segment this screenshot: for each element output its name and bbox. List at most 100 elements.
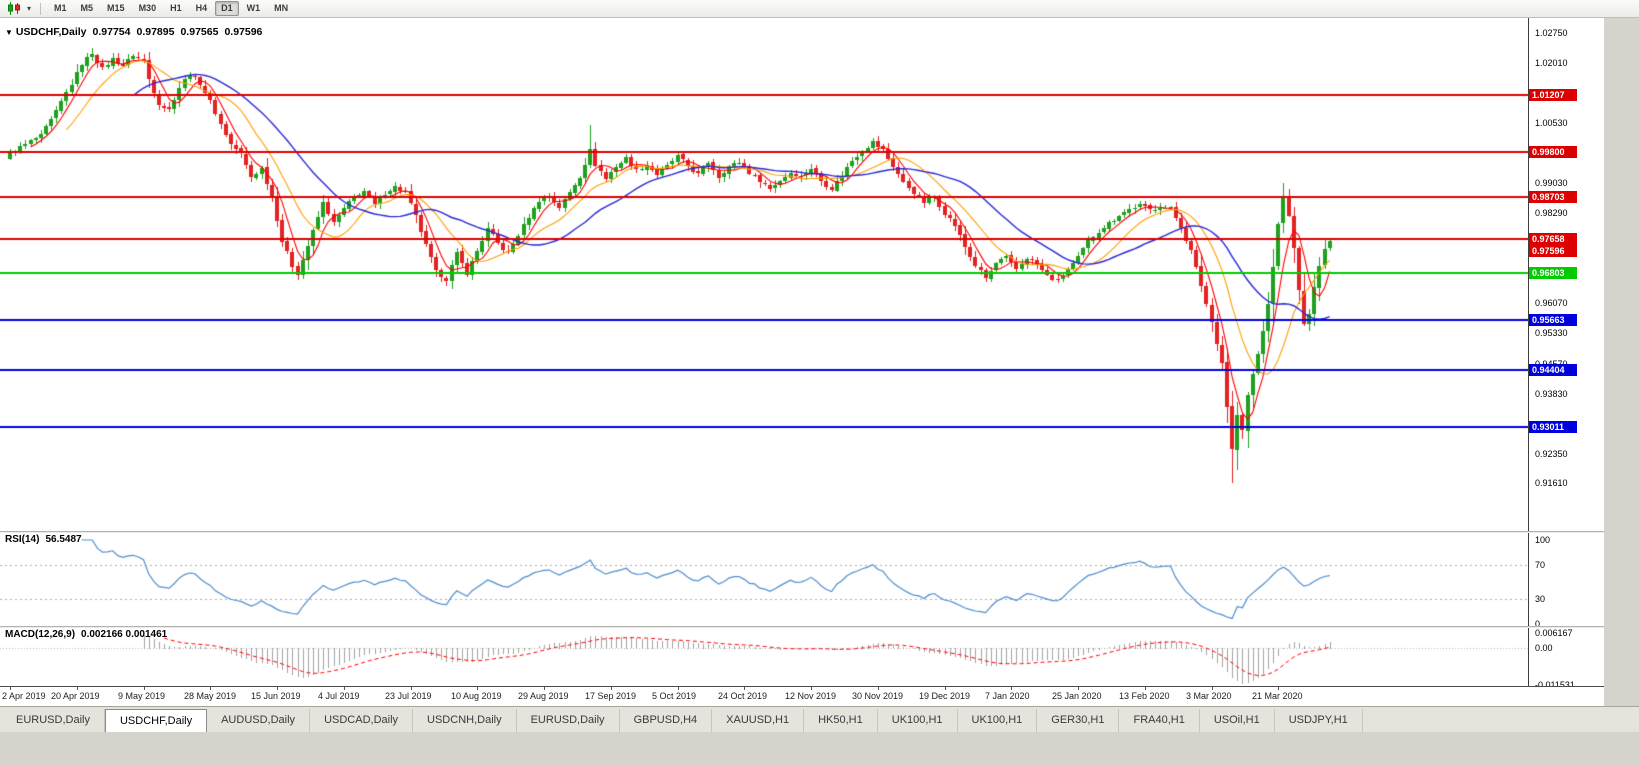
time-axis-tick	[477, 687, 478, 690]
date-axis-label: 24 Oct 2019	[718, 691, 768, 701]
chart-dropdown-icon[interactable]: ▼	[5, 28, 13, 37]
chart-symbol-label: USDCHF,Daily	[15, 26, 87, 38]
toolbar-separator	[40, 2, 42, 15]
high-value: 0.97895	[136, 26, 175, 38]
date-axis-label: 9 May 2019	[118, 691, 166, 701]
time-axis-tick	[77, 687, 78, 690]
time-axis-tick	[1278, 687, 1279, 690]
rsi-value: 56.5487	[45, 534, 82, 545]
open-value: 0.97754	[92, 26, 131, 38]
timeframe-button-h4[interactable]: H4	[195, 3, 208, 13]
rsi-pane-header: RSI(14) 56.5487	[5, 534, 82, 545]
window-right-margin	[1604, 18, 1639, 706]
macd-pane-header: MACD(12,26,9) 0.002166 0.001461	[5, 629, 167, 640]
macd-values: 0.002166 0.001461	[81, 629, 168, 640]
price-axis[interactable]: 1.02750 1.02010 1.00530 0.99030 0.98290 0.960…	[1528, 18, 1604, 706]
time-axis-tick	[945, 687, 946, 690]
timeframe-button-m15[interactable]: M15	[107, 3, 125, 13]
date-axis-label: 28 May 2019	[184, 691, 237, 701]
chart-toolbar: ▾ M1 M5 M15 M30 H1 H4 D1 W1 MN	[0, 0, 1639, 18]
macd-pane-splitter[interactable]	[0, 626, 1604, 628]
chart-tab-gbpusd-h4[interactable]: GBPUSD,H4	[620, 709, 713, 732]
price-axis-tick: 0.99030	[1535, 178, 1568, 188]
timeframe-button-h1[interactable]: H1	[170, 3, 182, 13]
chart-tab-eurusd-daily[interactable]: EURUSD,Daily	[517, 709, 620, 732]
date-axis-label: 20 Apr 2019	[51, 691, 100, 701]
date-axis-label: 10 Aug 2019	[451, 691, 502, 701]
chart-window: ▼ USDCHF,Daily 0.97754 0.97895 0.97565 0.9759…	[0, 18, 1604, 706]
price-axis-tick: 0.95330	[1535, 328, 1568, 338]
macd-axis-tick-zero: 0.00	[1535, 643, 1553, 653]
time-axis-tick	[277, 687, 278, 690]
timeframe-button-mn[interactable]: MN	[274, 3, 289, 13]
close-value: 0.97596	[224, 26, 263, 38]
date-axis-label: 12 Nov 2019	[785, 691, 837, 701]
macd-title: MACD(12,26,9)	[5, 629, 76, 640]
time-axis-tick	[744, 687, 745, 690]
time-axis-tick	[878, 687, 879, 690]
level-price-label: 0.94404	[1529, 364, 1577, 376]
date-axis-label: 17 Sep 2019	[585, 691, 637, 701]
time-axis-tick	[10, 687, 11, 690]
timeframe-button-d1[interactable]: D1	[215, 1, 239, 16]
timeframe-button-group: M1 M5 M15 M30 H1 H4 D1 W1 MN	[48, 1, 294, 16]
rsi-axis-tick: 70	[1535, 560, 1546, 570]
time-axis-tick	[210, 687, 211, 690]
price-chart-canvas[interactable]	[0, 18, 1528, 706]
rsi-pane-splitter[interactable]	[0, 531, 1604, 533]
level-price-label: 1.01207	[1529, 89, 1577, 101]
macd-axis-tick-max: 0.006167	[1535, 628, 1573, 638]
time-axis-tick	[1011, 687, 1012, 690]
timeframe-button-w1[interactable]: W1	[246, 3, 261, 13]
level-price-label: 0.98703	[1529, 191, 1577, 203]
level-price-label: 0.95663	[1529, 314, 1577, 326]
date-axis-label: 23 Jul 2019	[385, 691, 432, 701]
price-axis-tick: 0.93830	[1535, 389, 1568, 399]
time-axis-tick	[411, 687, 412, 690]
level-price-label: 0.93011	[1529, 421, 1577, 433]
date-axis-label: 3 Mar 2020	[1186, 691, 1232, 701]
price-axis-tick: 0.98290	[1535, 208, 1568, 218]
chart-tab-uk100-h1[interactable]: UK100,H1	[878, 709, 958, 732]
price-axis-tick: 0.96070	[1535, 298, 1568, 308]
price-axis-tick: 0.92350	[1535, 449, 1568, 459]
time-axis[interactable]: 2 Apr 2019 20 Apr 2019 9 May 2019 28 May 20…	[0, 686, 1604, 706]
date-axis-label: 21 Mar 2020	[1252, 691, 1303, 701]
price-axis-tick: 1.00530	[1535, 118, 1568, 128]
date-axis-label: 15 Jun 2019	[251, 691, 301, 701]
chart-tab-uk100-h1[interactable]: UK100,H1	[958, 709, 1038, 732]
chart-tab-ger30-h1[interactable]: GER30,H1	[1037, 709, 1120, 732]
time-axis-tick	[544, 687, 545, 690]
bid-price-label: 0.97596	[1529, 245, 1577, 257]
chart-tab-usdcad-daily[interactable]: USDCAD,Daily	[310, 709, 414, 732]
chart-tab-eurusd-daily[interactable]: EURUSD,Daily	[2, 709, 105, 732]
timeframe-button-m30[interactable]: M30	[138, 3, 157, 13]
level-price-label: 0.96803	[1529, 267, 1577, 279]
macd-axis-tick-min: -0.011531	[1535, 680, 1575, 690]
time-axis-tick	[1212, 687, 1213, 690]
timeframe-button-m1[interactable]: M1	[54, 3, 67, 13]
chart-tab-hk50-h1[interactable]: HK50,H1	[804, 709, 878, 732]
level-price-label: 0.97658	[1529, 233, 1577, 245]
chart-ohlc-header: ▼ USDCHF,Daily 0.97754 0.97895 0.97565 0.9759…	[5, 26, 268, 38]
chart-tab-xauusd-h1[interactable]: XAUUSD,H1	[712, 709, 805, 732]
time-axis-tick	[1145, 687, 1146, 690]
date-axis-label: 4 Jul 2019	[318, 691, 360, 701]
chart-tab-fra40-h1[interactable]: FRA40,H1	[1119, 709, 1200, 732]
level-price-label: 0.99800	[1529, 146, 1577, 158]
date-axis-label: 7 Jan 2020	[985, 691, 1030, 701]
date-axis-label: 13 Feb 2020	[1119, 691, 1170, 701]
chart-tab-audusd-daily[interactable]: AUDUSD,Daily	[207, 709, 311, 732]
rsi-axis-tick: 0	[1535, 619, 1541, 629]
chevron-down-icon[interactable]: ▾	[27, 3, 32, 13]
rsi-title: RSI(14)	[5, 534, 40, 545]
chart-tab-usoil-h1[interactable]: USOil,H1	[1200, 709, 1275, 732]
time-axis-tick	[678, 687, 679, 690]
chart-tab-usdcnh-daily[interactable]: USDCNH,Daily	[413, 709, 517, 732]
chart-tab-usdchf-daily[interactable]: USDCHF,Daily	[104, 709, 208, 732]
chart-tab-usdjpy-h1[interactable]: USDJPY,H1	[1275, 709, 1363, 732]
candlestick-chart-icon[interactable]	[5, 2, 23, 16]
date-axis-label: 29 Aug 2019	[518, 691, 569, 701]
timeframe-button-m5[interactable]: M5	[80, 3, 94, 13]
